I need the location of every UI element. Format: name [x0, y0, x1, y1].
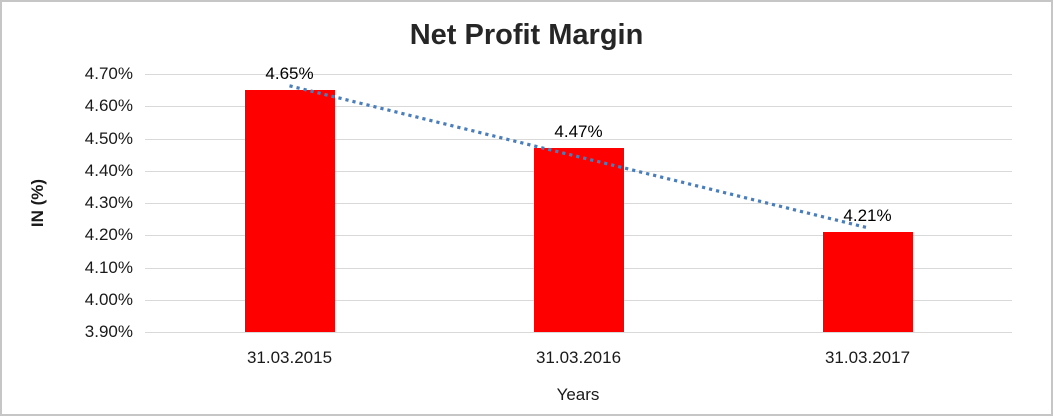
- bar-31.03.2017: [822, 232, 913, 332]
- gridline: [145, 74, 1012, 75]
- y-tick-label: 4.70%: [84, 64, 133, 83]
- bar-31.03.2015: [244, 90, 335, 332]
- y-tick-label: 4.00%: [84, 289, 133, 309]
- x-axis-title: Years: [556, 385, 600, 404]
- x-tick-label: 31.03.2016: [535, 348, 622, 367]
- chart-title: Net Profit Margin: [409, 19, 644, 51]
- x-tick-label: 31.03.2017: [824, 348, 911, 367]
- y-tick-label: 4.50%: [84, 128, 133, 148]
- data-label: 4.47%: [554, 122, 603, 142]
- y-tick-label: 4.10%: [84, 257, 133, 277]
- y-tick-label: 4.40%: [84, 160, 133, 180]
- gridline: [145, 332, 1012, 333]
- y-tick-label: 4.60%: [84, 96, 133, 116]
- data-label: 4.65%: [265, 64, 314, 84]
- x-tick-label: 31.03.2015: [246, 348, 333, 367]
- y-tick-label: 4.20%: [84, 225, 133, 245]
- y-tick-label: 4.30%: [84, 193, 133, 212]
- y-tick-label: 3.90%: [84, 322, 133, 341]
- bar-31.03.2016: [533, 148, 624, 332]
- data-label: 4.21%: [843, 206, 892, 226]
